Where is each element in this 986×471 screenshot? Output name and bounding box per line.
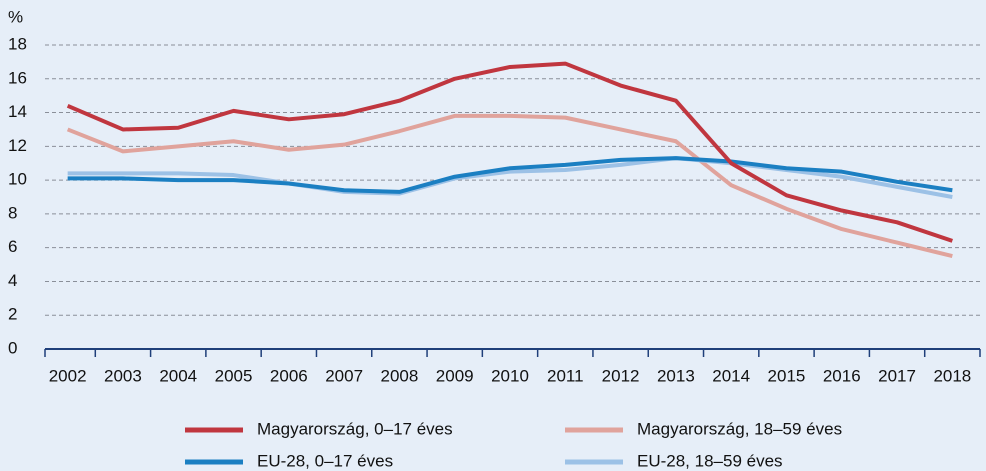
x-tick-label: 2002	[49, 366, 87, 385]
legend-label: EU-28, 18–59 éves	[637, 451, 783, 470]
x-tick-label: 2014	[712, 366, 750, 385]
y-tick-label: 16	[8, 68, 27, 87]
x-tick-label: 2017	[878, 366, 916, 385]
y-tick-label: 2	[8, 305, 17, 324]
x-tick-label: 2013	[657, 366, 695, 385]
x-tick-label: 2018	[933, 366, 971, 385]
x-tick-label: 2005	[215, 366, 253, 385]
y-tick-label: 0	[8, 338, 17, 357]
x-tick-label: 2008	[380, 366, 418, 385]
legend-label: Magyarország, 0–17 éves	[257, 419, 453, 438]
x-tick-label: 2007	[325, 366, 363, 385]
x-tick-label: 2006	[270, 366, 308, 385]
x-tick-label: 2011	[547, 366, 584, 385]
legend-label: EU-28, 0–17 éves	[257, 451, 393, 470]
legend-label: Magyarország, 18–59 éves	[637, 419, 842, 438]
y-tick-label: 14	[8, 102, 27, 121]
y-axis-label: %	[8, 7, 23, 26]
series-line	[67, 156, 953, 199]
x-tick-label: 2010	[491, 366, 529, 385]
x-tick-label: 2004	[159, 366, 197, 385]
y-tick-label: 8	[8, 203, 17, 222]
series-line	[66, 61, 953, 243]
y-tick-label: 4	[8, 271, 17, 290]
x-tick-label: 2015	[768, 366, 806, 385]
x-tick-label: 2012	[602, 366, 640, 385]
series-line	[67, 156, 953, 194]
y-tick-label: 10	[8, 170, 27, 189]
series-line	[66, 113, 953, 259]
x-tick-label: 2016	[823, 366, 861, 385]
y-tick-label: 6	[8, 237, 17, 256]
y-tick-label: 18	[8, 34, 27, 53]
x-tick-label: 2009	[436, 366, 474, 385]
y-tick-label: 12	[8, 136, 27, 155]
x-tick-label: 2003	[104, 366, 142, 385]
